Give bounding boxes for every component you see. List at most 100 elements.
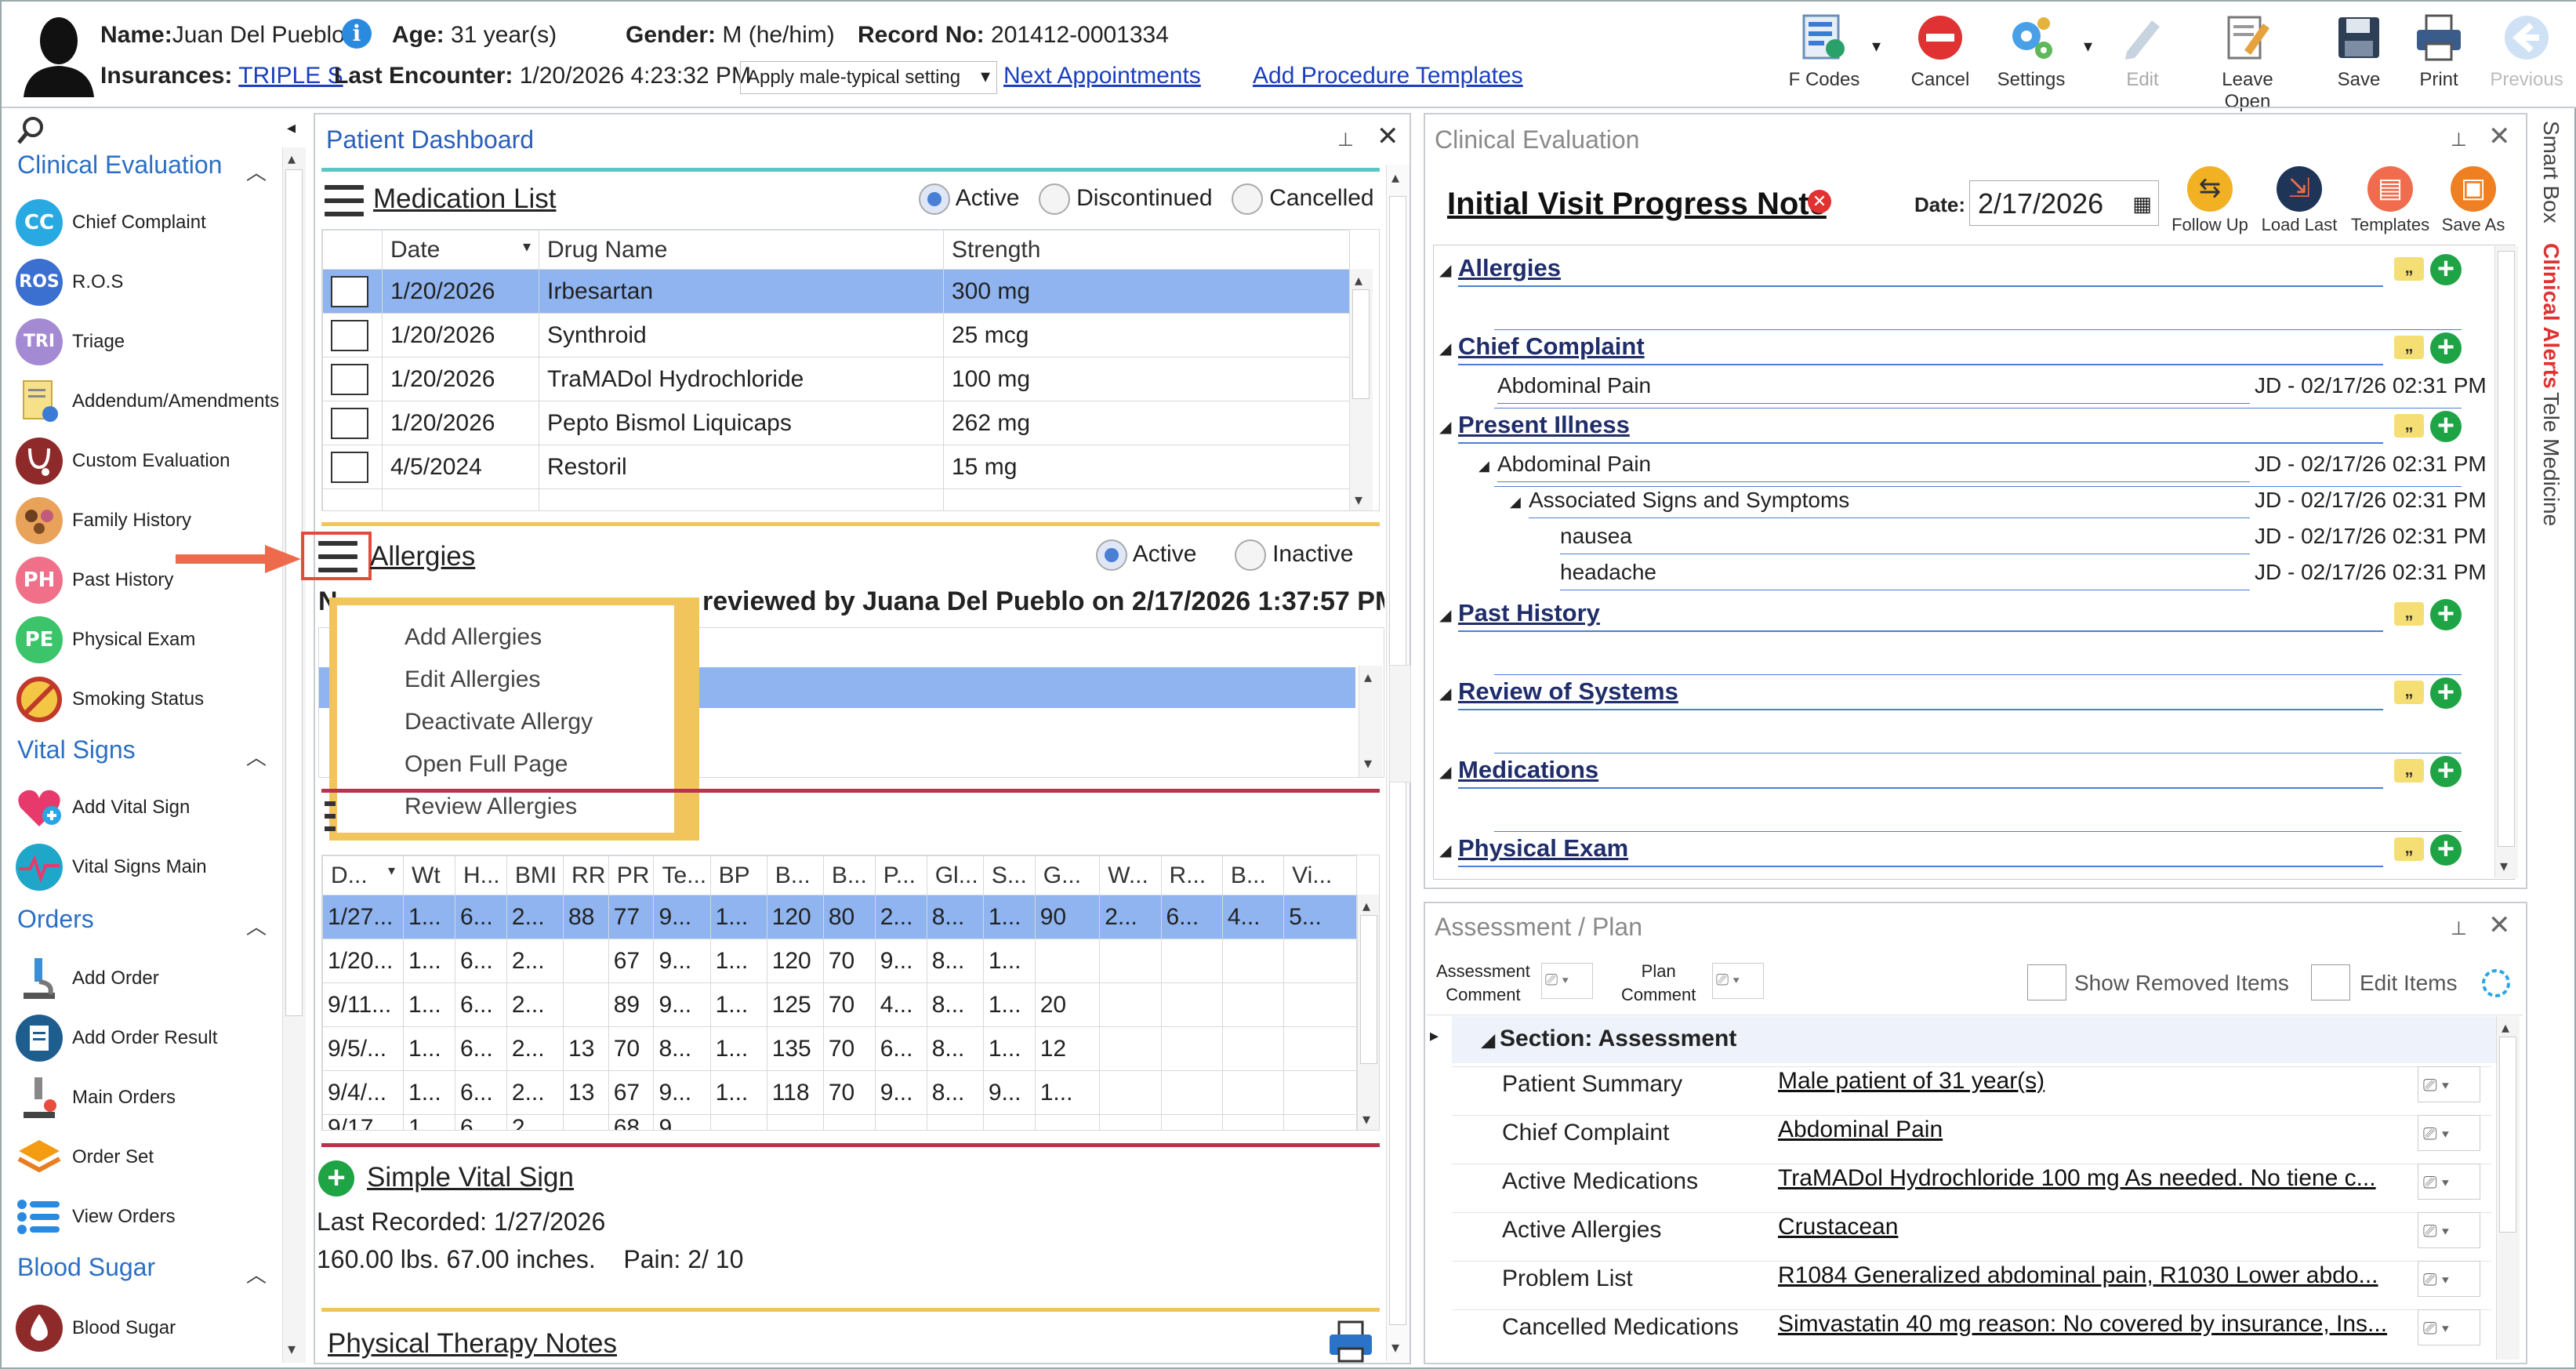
table-row[interactable]: 1/20/2026 Pepto Bismol Liquicaps 262 mg (322, 401, 1350, 445)
side-tab-tele-medicine[interactable]: Tele Medicine (2539, 392, 2563, 527)
add-plus-icon[interactable]: + (2430, 411, 2462, 442)
nav-item-order-set[interactable]: Order Set (16, 1134, 286, 1182)
nav-item-add-order[interactable]: Add Order (16, 955, 286, 1004)
leave-open-button[interactable]: Leave Open (2204, 13, 2291, 113)
info-icon[interactable]: i (342, 19, 372, 49)
med-active-radio[interactable] (919, 183, 950, 215)
vital-col-header[interactable]: G... (1034, 855, 1101, 895)
assessment-section-title[interactable]: ◢ Section: Assessment (1482, 1026, 1736, 1052)
nav-scroll-thumb[interactable] (285, 169, 303, 1016)
collapse-icon[interactable]: ◢ (1478, 458, 1489, 474)
print-notes-icon[interactable] (1328, 1320, 1373, 1363)
add-vital-plus-icon[interactable]: + (318, 1160, 354, 1197)
quote-note-icon[interactable]: „ (2394, 837, 2424, 861)
row-select-cell[interactable] (322, 313, 383, 358)
section-meds[interactable]: Medications (1458, 756, 1599, 783)
add-plus-icon[interactable]: + (2430, 254, 2462, 285)
follow-up-button[interactable]: ⇆ Follow Up (2167, 166, 2253, 235)
vital-col-header[interactable]: Wt (403, 855, 455, 895)
vital-col-header[interactable]: Vi... (1283, 855, 1357, 895)
section-ph[interactable]: Past History (1458, 599, 1600, 626)
nav-item-custom-evaluation[interactable]: Custom Evaluation (16, 438, 286, 486)
assessment-row-value[interactable]: R1084 Generalized abdominal pain, R1030 … (1778, 1262, 2378, 1288)
sort-icon[interactable]: ▾ (522, 238, 531, 256)
fcodes-chevron-icon[interactable]: ▾ (1872, 36, 1881, 56)
row-template-dropdown[interactable]: ⎚ ▾ (2418, 1164, 2480, 1200)
quote-note-icon[interactable]: „ (2394, 257, 2424, 281)
vital-col-header[interactable]: H... (454, 855, 507, 895)
previous-button[interactable]: Previous (2483, 13, 2570, 91)
add-procedure-templates-link[interactable]: Add Procedure Templates (1253, 63, 1523, 89)
nav-item-addendum[interactable]: Addendum/Amendments (16, 378, 286, 427)
table-row[interactable]: 1/20/2026 Irbesartan 300 mg (322, 269, 1350, 314)
menu-item-review-allergies[interactable]: Review Allergies (405, 793, 578, 819)
clinical-scroll-thumb[interactable] (2498, 251, 2515, 847)
quote-note-icon[interactable]: „ (2394, 759, 2424, 783)
scroll-down-icon[interactable]: ▾ (1364, 755, 1373, 772)
nav-item-add-order-result[interactable]: Add Order Result (16, 1015, 286, 1063)
section-pe[interactable]: Physical Exam (1458, 834, 1629, 862)
associated-signs-entry[interactable]: Associated Signs and Symptoms (1529, 488, 1850, 512)
row-template-dropdown[interactable]: ⎚ ▾ (2418, 1066, 2480, 1102)
collapse-icon[interactable]: ◢ (1510, 494, 1521, 510)
close-icon[interactable]: ✕ (2488, 910, 2511, 940)
collapse-icon[interactable]: ◢ (1439, 419, 1452, 436)
vital-col-header[interactable]: S... (982, 855, 1036, 895)
chevron-up-icon[interactable]: ︿ (246, 746, 267, 769)
quote-note-icon[interactable]: „ (2394, 414, 2424, 438)
vital-col-header[interactable]: PR (608, 855, 655, 895)
vital-col-header[interactable]: R... (1160, 855, 1223, 895)
table-row[interactable]: 4/5/2024 Restoril 15 mg (322, 445, 1350, 489)
vitals-scrollbar[interactable]: ▴ ▾ (1357, 895, 1379, 1130)
row-select-cell[interactable] (322, 357, 383, 401)
allergy-scrollbar[interactable]: ▴ ▾ (1359, 666, 1382, 777)
symptom-headache-entry[interactable]: headache (1560, 560, 1657, 584)
edit-items-checkbox[interactable] (2311, 964, 2350, 1000)
scroll-down-icon[interactable]: ▾ (1391, 1339, 1400, 1356)
table-row[interactable]: 1/20/2026 TraMADol Hydrochloride 100 mg (322, 357, 1350, 401)
med-scrollbar[interactable]: ▴ ▾ (1349, 269, 1373, 510)
collapse-icon[interactable]: ◢ (1439, 607, 1452, 624)
table-row[interactable]: 9/5/... 1... 6... 2... 13 70 8... 1... 135 70 6...… (322, 1026, 1357, 1071)
pin-icon[interactable]: ⊥ (1337, 129, 1354, 151)
assessment-scroll-thumb[interactable] (2499, 1037, 2516, 1233)
refresh-icon[interactable] (2479, 966, 2513, 1000)
chevron-up-icon[interactable]: ︿ (246, 1263, 267, 1287)
med-discontinued-radio[interactable] (1038, 183, 1070, 215)
collapse-icon[interactable]: ◢ (1439, 685, 1452, 703)
assessment-scrollbar[interactable]: ▴ (2496, 1016, 2520, 1360)
nav-section-orders[interactable]: Orders (17, 905, 94, 933)
collapse-icon[interactable]: ◢ (1482, 1030, 1500, 1050)
add-plus-icon[interactable]: + (2430, 599, 2462, 630)
section-cc[interactable]: Chief Complaint (1458, 332, 1645, 360)
vital-col-header[interactable]: BP (709, 855, 767, 895)
table-row[interactable]: 1/20/2026 Synthroid 25 mcg (322, 313, 1350, 358)
vital-col-header[interactable]: B... (766, 855, 824, 895)
medication-menu-icon[interactable] (325, 185, 364, 216)
note-title[interactable]: Initial Visit Progress Note (1447, 187, 1827, 221)
settings-chevron-icon[interactable]: ▾ (2084, 36, 2093, 56)
add-plus-icon[interactable]: + (2430, 834, 2462, 866)
nav-item-smoking-status[interactable]: Smoking Status (16, 676, 286, 724)
collapse-icon[interactable]: ◢ (1439, 262, 1452, 279)
vital-col-header[interactable]: Gl... (926, 855, 984, 895)
row-checkbox[interactable] (331, 319, 368, 351)
vital-col-header[interactable]: D... ▾ (322, 855, 405, 895)
chevron-up-icon[interactable]: ︿ (246, 915, 267, 939)
pin-icon[interactable]: ⊥ (2451, 129, 2467, 151)
add-plus-icon[interactable]: + (2430, 332, 2462, 364)
nav-scrollbar[interactable]: ▴ ▾ (282, 147, 306, 1363)
chevron-up-icon[interactable]: ︿ (246, 161, 267, 184)
vitals-menu-icon[interactable] (325, 801, 336, 841)
nav-item-view-orders[interactable]: View Orders (16, 1193, 286, 1242)
close-icon[interactable]: ✕ (2488, 122, 2511, 151)
collapse-nav-icon[interactable]: ◂ (287, 118, 296, 137)
allergy-menu-icon[interactable] (318, 541, 357, 572)
vital-col-header[interactable]: B... (822, 855, 876, 895)
assessment-row-value[interactable]: TraMADol Hydrochloride 100 mg As needed.… (1778, 1165, 2376, 1191)
row-template-dropdown[interactable]: ⎚ ▾ (2418, 1115, 2480, 1151)
nav-item-family-history[interactable]: Family History (16, 497, 286, 546)
row-select-cell[interactable] (322, 401, 383, 445)
expand-icon[interactable]: ▸ (1430, 1026, 1439, 1045)
vital-col-header[interactable]: RR (563, 855, 609, 895)
